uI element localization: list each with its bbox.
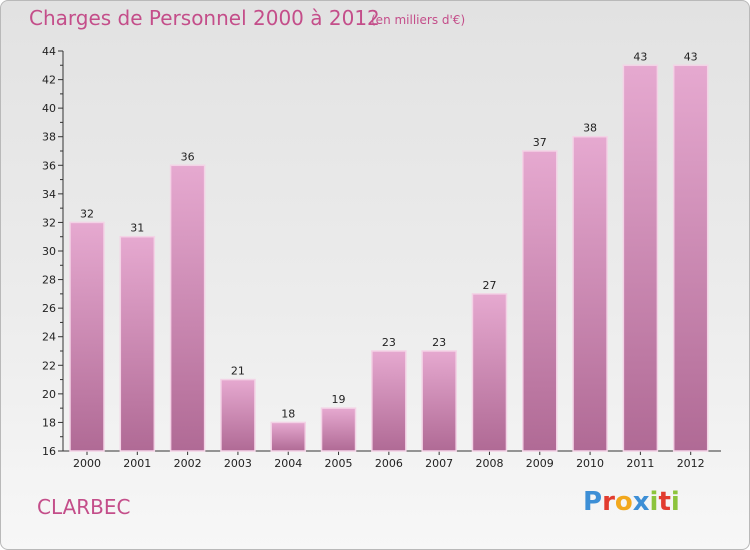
y-tick-label: 18 <box>42 416 56 429</box>
logo-letter: i <box>670 487 680 517</box>
chart-title: Charges de Personnel 2000 à 2012 <box>29 6 380 30</box>
y-tick-label: 36 <box>42 159 56 172</box>
x-tick-label-2005: 2005 <box>325 457 353 470</box>
value-label-2008: 27 <box>482 279 496 292</box>
bar-2012 <box>672 64 709 452</box>
value-label-2003: 21 <box>231 365 245 378</box>
x-tick-label-2004: 2004 <box>274 457 302 470</box>
value-label-2004: 18 <box>281 407 295 420</box>
x-tick-label-2008: 2008 <box>475 457 503 470</box>
bar-2003 <box>220 378 256 452</box>
y-tick-label: 26 <box>42 302 56 315</box>
x-tick-label-2001: 2001 <box>123 457 151 470</box>
y-tick-label: 38 <box>42 131 56 144</box>
x-tick-label-2000: 2000 <box>73 457 101 470</box>
logo-letter: t <box>658 487 671 517</box>
logo-letter: r <box>602 487 615 517</box>
value-label-2006: 23 <box>382 336 396 349</box>
bar-2002 <box>169 164 206 452</box>
y-tick-label: 28 <box>42 274 56 287</box>
bar-2001 <box>119 235 156 452</box>
bar-2004 <box>270 421 306 452</box>
y-tick-label: 40 <box>42 102 56 115</box>
bar-2011 <box>622 64 659 452</box>
x-tick-label-2011: 2011 <box>626 457 654 470</box>
x-tick-label-2003: 2003 <box>224 457 252 470</box>
y-tick-label: 24 <box>42 331 56 344</box>
bar-2008 <box>471 293 508 452</box>
value-label-2009: 37 <box>533 136 547 149</box>
x-tick-label-2010: 2010 <box>576 457 604 470</box>
value-label-2011: 43 <box>633 50 647 63</box>
value-label-2000: 32 <box>80 207 94 220</box>
value-label-2005: 19 <box>332 393 346 406</box>
logo-letter: P <box>583 487 603 517</box>
y-tick-label: 34 <box>42 188 56 201</box>
y-tick-label: 44 <box>42 45 56 58</box>
y-tick-label: 20 <box>42 388 56 401</box>
y-tick-label: 42 <box>42 74 56 87</box>
x-tick-label-2006: 2006 <box>375 457 403 470</box>
bar-2007 <box>421 350 457 452</box>
bar-2000 <box>69 221 105 452</box>
value-label-2002: 36 <box>181 150 195 163</box>
bar-2005 <box>320 407 357 452</box>
commune-name: CLARBEC <box>37 495 131 519</box>
y-tick-label: 22 <box>42 359 56 372</box>
logo-letter: x <box>632 487 650 517</box>
x-tick-label-2002: 2002 <box>174 457 202 470</box>
bar-2006 <box>371 350 407 452</box>
value-label-2007: 23 <box>432 336 446 349</box>
bar-2009 <box>522 150 558 452</box>
chart-subtitle: (en milliers d'€) <box>371 13 466 27</box>
value-label-2010: 38 <box>583 122 597 135</box>
logo-letter: o <box>614 487 633 517</box>
x-tick-label-2009: 2009 <box>526 457 554 470</box>
value-label-2012: 43 <box>684 50 698 63</box>
y-tick-label: 30 <box>42 245 56 258</box>
bar-2010 <box>572 135 608 452</box>
y-tick-label: 16 <box>42 445 56 458</box>
proxiti-logo: Proxiti <box>583 487 680 517</box>
x-tick-label-2012: 2012 <box>677 457 705 470</box>
y-tick-label: 32 <box>42 216 56 229</box>
logo-letter: i <box>649 487 659 517</box>
x-tick-label-2007: 2007 <box>425 457 453 470</box>
value-label-2001: 31 <box>130 222 144 235</box>
